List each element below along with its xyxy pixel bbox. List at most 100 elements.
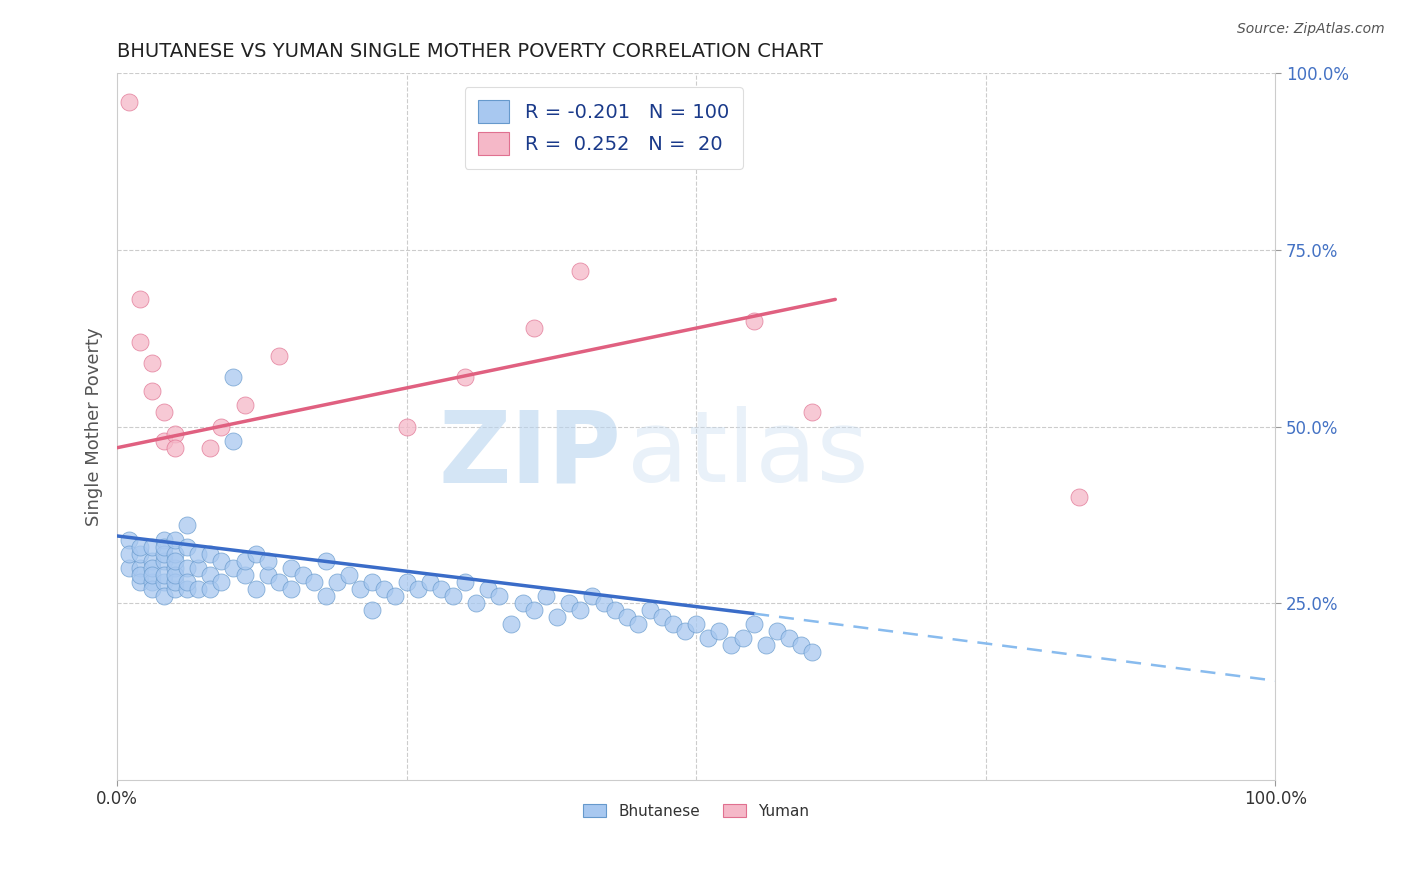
Point bbox=[256, 567, 278, 582]
Point bbox=[152, 405, 174, 419]
Point bbox=[801, 405, 824, 419]
Point bbox=[291, 567, 314, 582]
Point bbox=[129, 567, 152, 582]
Point bbox=[488, 589, 510, 603]
Point bbox=[176, 518, 198, 533]
Point bbox=[152, 574, 174, 589]
Point bbox=[118, 560, 141, 574]
Point bbox=[233, 554, 256, 568]
Point bbox=[361, 574, 384, 589]
Text: ZIP: ZIP bbox=[439, 406, 621, 503]
Point bbox=[337, 567, 360, 582]
Point bbox=[118, 547, 141, 561]
Point bbox=[152, 434, 174, 448]
Point bbox=[129, 540, 152, 554]
Point bbox=[280, 560, 302, 574]
Point bbox=[176, 582, 198, 596]
Point bbox=[569, 603, 592, 617]
Point bbox=[165, 582, 187, 596]
Point bbox=[453, 370, 475, 384]
Point bbox=[176, 540, 198, 554]
Point bbox=[638, 603, 661, 617]
Point bbox=[152, 533, 174, 547]
Point bbox=[141, 582, 163, 596]
Point bbox=[512, 596, 534, 610]
Point bbox=[441, 589, 464, 603]
Point bbox=[477, 582, 499, 596]
Point bbox=[222, 434, 245, 448]
Point bbox=[616, 610, 638, 624]
Point bbox=[662, 617, 685, 632]
Point bbox=[731, 632, 754, 646]
Point bbox=[222, 560, 245, 574]
Point bbox=[302, 574, 325, 589]
Point bbox=[742, 617, 765, 632]
Point bbox=[152, 567, 174, 582]
Point bbox=[165, 547, 187, 561]
Point bbox=[315, 589, 337, 603]
Point bbox=[141, 540, 163, 554]
Point bbox=[152, 589, 174, 603]
Point bbox=[395, 419, 418, 434]
Point bbox=[373, 582, 395, 596]
Point bbox=[766, 624, 789, 639]
Point bbox=[651, 610, 673, 624]
Point bbox=[176, 560, 198, 574]
Point bbox=[384, 589, 406, 603]
Point bbox=[129, 334, 152, 349]
Point bbox=[187, 582, 209, 596]
Point bbox=[187, 560, 209, 574]
Point bbox=[419, 574, 441, 589]
Point bbox=[523, 603, 546, 617]
Point bbox=[534, 589, 557, 603]
Point bbox=[453, 574, 475, 589]
Point bbox=[581, 589, 603, 603]
Point bbox=[315, 554, 337, 568]
Point bbox=[187, 547, 209, 561]
Point bbox=[465, 596, 488, 610]
Point bbox=[245, 547, 267, 561]
Point bbox=[685, 617, 707, 632]
Point bbox=[165, 560, 187, 574]
Point bbox=[430, 582, 453, 596]
Point bbox=[408, 582, 430, 596]
Point bbox=[176, 574, 198, 589]
Point bbox=[198, 547, 221, 561]
Text: Source: ZipAtlas.com: Source: ZipAtlas.com bbox=[1237, 22, 1385, 37]
Point bbox=[141, 560, 163, 574]
Point bbox=[546, 610, 568, 624]
Point bbox=[198, 441, 221, 455]
Point bbox=[789, 639, 811, 653]
Point bbox=[755, 639, 778, 653]
Point bbox=[778, 632, 800, 646]
Point bbox=[269, 349, 291, 363]
Point bbox=[569, 264, 592, 278]
Point bbox=[696, 632, 718, 646]
Point bbox=[165, 567, 187, 582]
Point bbox=[801, 645, 824, 659]
Point bbox=[129, 547, 152, 561]
Point bbox=[141, 574, 163, 589]
Legend: Bhutanese, Yuman: Bhutanese, Yuman bbox=[578, 797, 815, 825]
Point bbox=[209, 554, 232, 568]
Point bbox=[152, 540, 174, 554]
Point bbox=[256, 554, 278, 568]
Point bbox=[627, 617, 650, 632]
Point bbox=[523, 320, 546, 334]
Point bbox=[326, 574, 349, 589]
Point bbox=[709, 624, 731, 639]
Point bbox=[118, 95, 141, 109]
Text: atlas: atlas bbox=[627, 406, 869, 503]
Point bbox=[141, 384, 163, 399]
Point bbox=[129, 293, 152, 307]
Point bbox=[129, 574, 152, 589]
Point bbox=[361, 603, 384, 617]
Point bbox=[245, 582, 267, 596]
Point bbox=[742, 313, 765, 327]
Point bbox=[395, 574, 418, 589]
Point bbox=[605, 603, 627, 617]
Point bbox=[349, 582, 371, 596]
Point bbox=[165, 574, 187, 589]
Point bbox=[720, 639, 742, 653]
Point bbox=[233, 567, 256, 582]
